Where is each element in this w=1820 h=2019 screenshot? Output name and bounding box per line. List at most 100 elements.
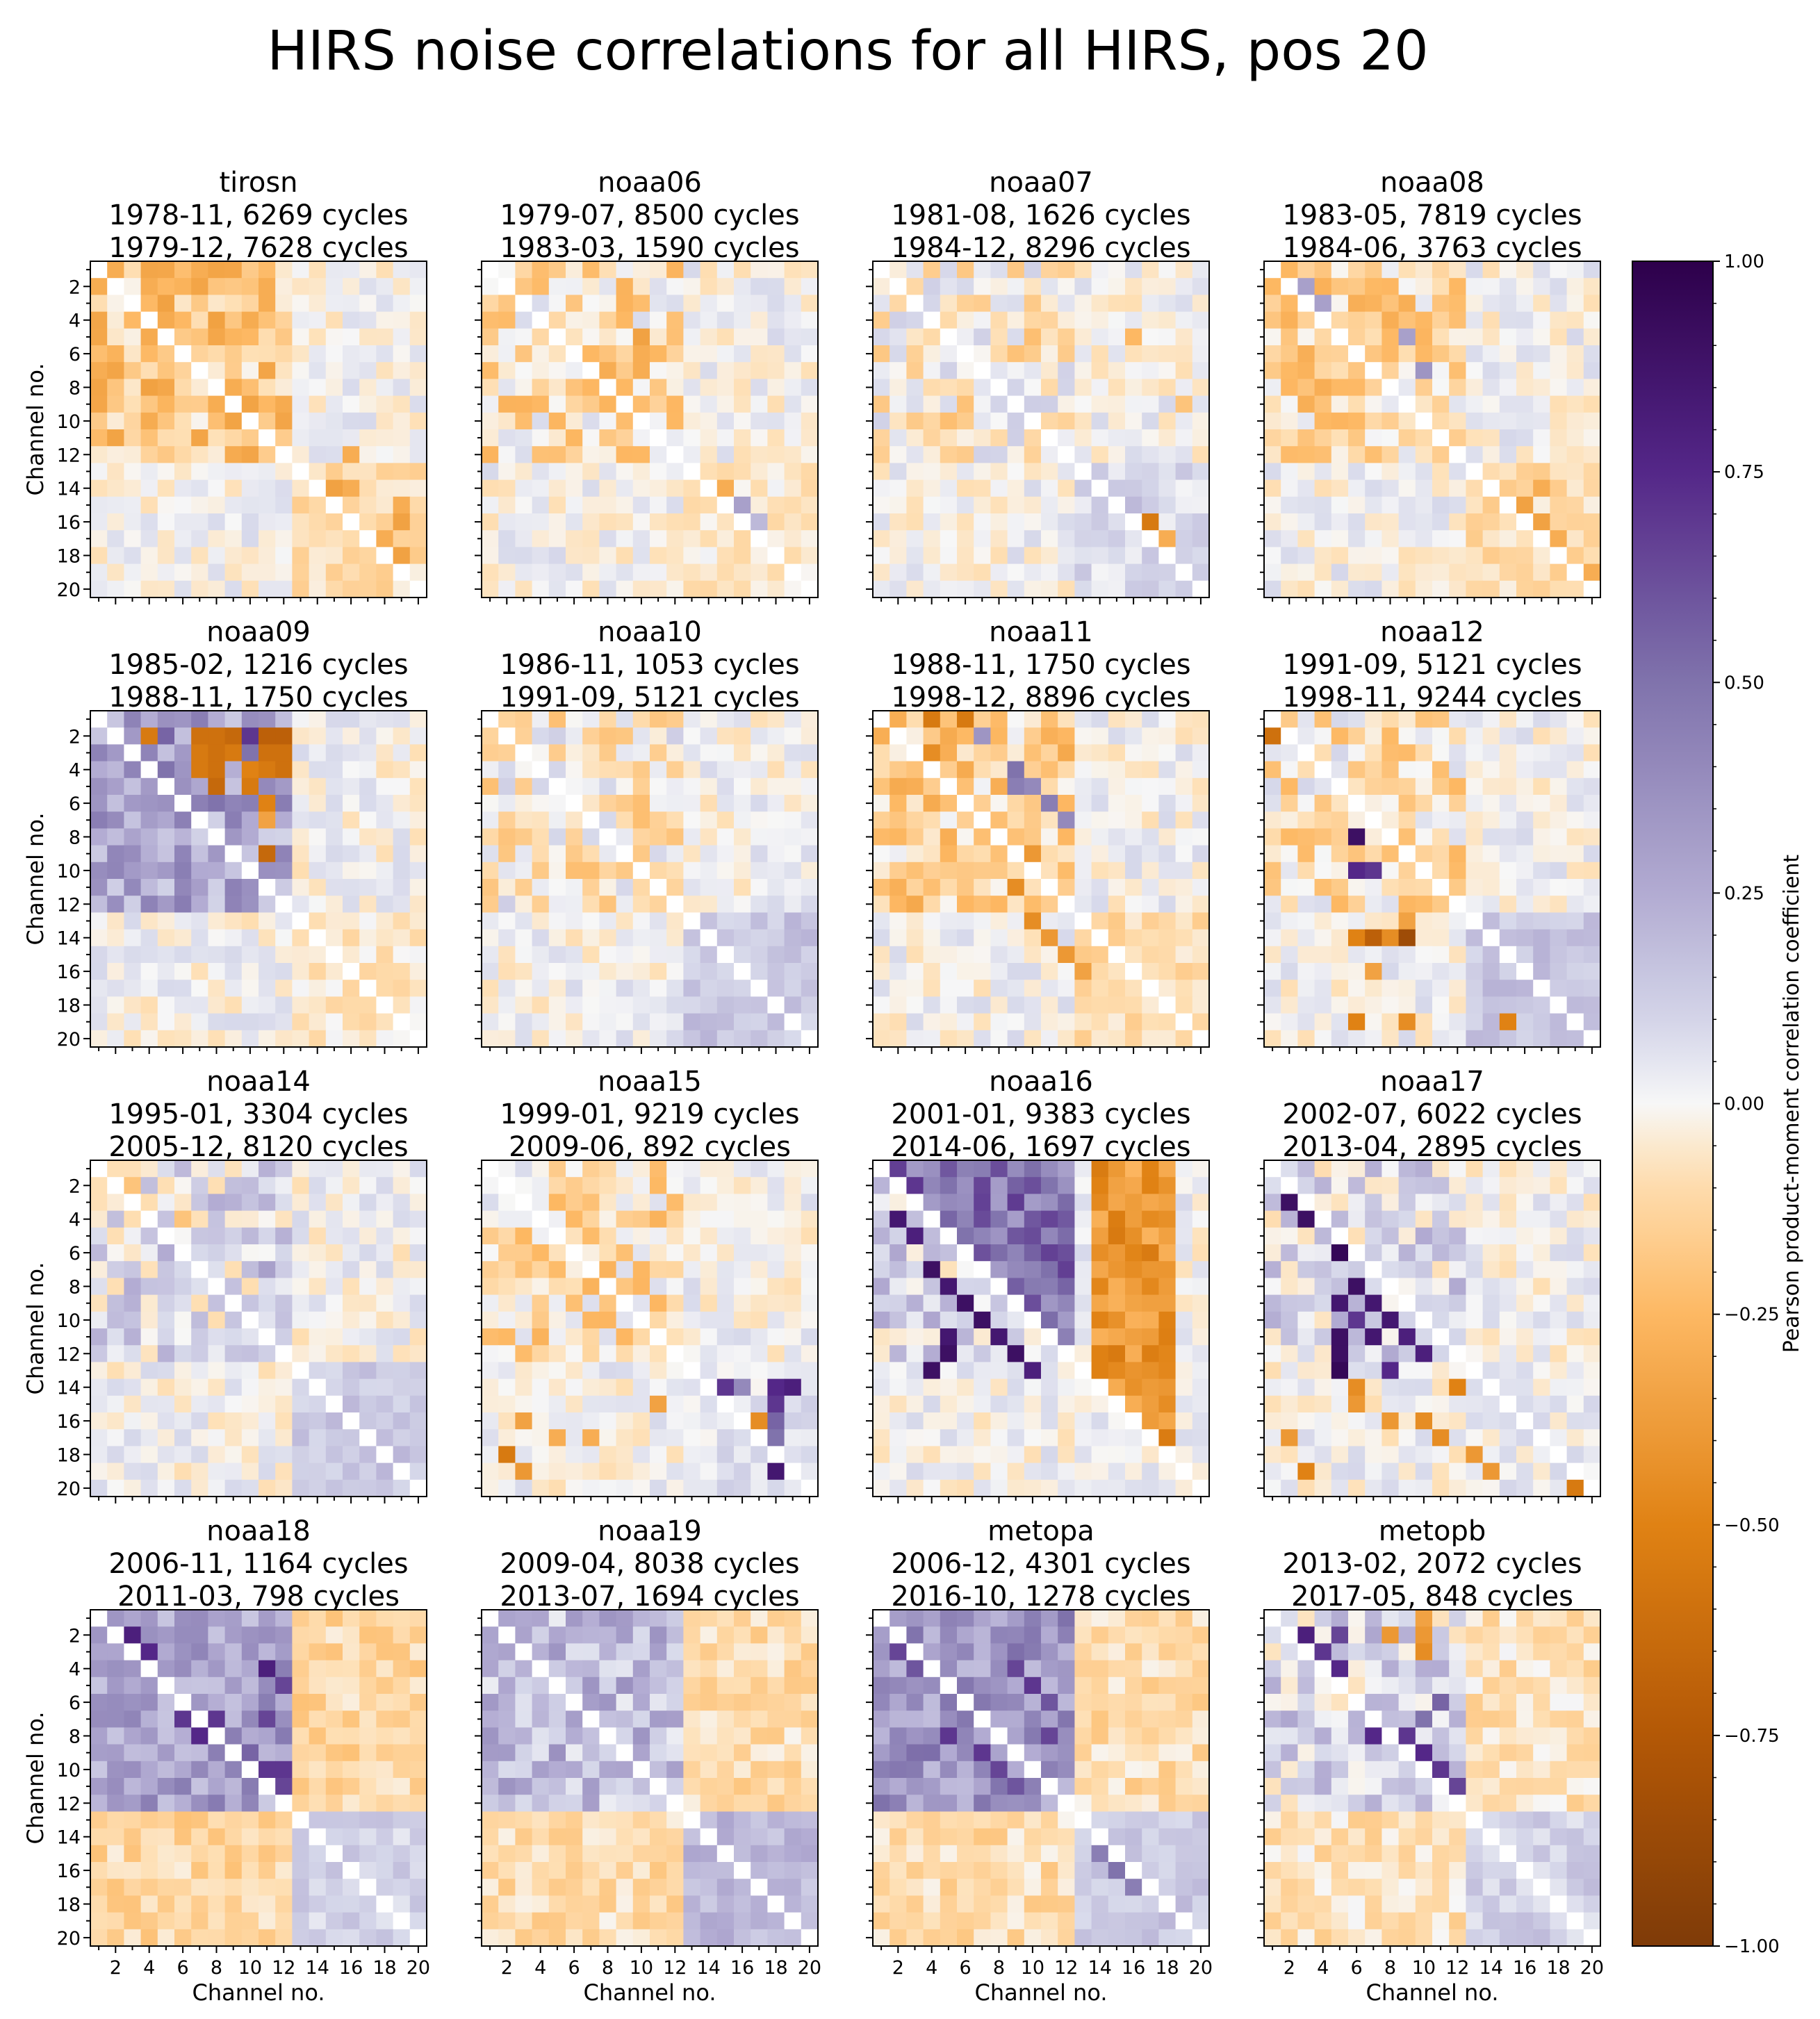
- heatmap-cell: [616, 1345, 634, 1362]
- heatmap-cell: [1499, 845, 1517, 863]
- y-tick-label: 18: [57, 1445, 81, 1467]
- heatmap-cell: [974, 996, 991, 1014]
- heatmap-cell: [532, 1160, 550, 1178]
- heatmap-cell: [325, 345, 343, 363]
- heatmap-cell: [1192, 1395, 1210, 1413]
- heatmap-cell: [990, 1446, 1008, 1464]
- heatmap-cell: [393, 711, 411, 728]
- heatmap-cell: [1499, 395, 1517, 413]
- heatmap-cell: [650, 777, 667, 796]
- heatmap-cell: [1281, 963, 1298, 980]
- heatmap-cell: [343, 727, 360, 745]
- heatmap-cell: [1125, 777, 1142, 796]
- heatmap-cell: [990, 761, 1008, 779]
- heatmap-cell: [700, 996, 718, 1014]
- panel-title-noaa11: noaa11: [989, 616, 1093, 648]
- heatmap-cell: [1007, 261, 1025, 279]
- heatmap-cell: [1007, 1013, 1025, 1031]
- heatmap-cell: [1331, 496, 1349, 514]
- heatmap-cell: [1058, 563, 1075, 582]
- heatmap-cell: [751, 1244, 768, 1262]
- heatmap-cell: [548, 1362, 566, 1380]
- heatmap-cell: [343, 1479, 360, 1497]
- heatmap-cell: [208, 1479, 226, 1497]
- heatmap-cell: [784, 1429, 802, 1447]
- heatmap-cell: [1466, 744, 1484, 762]
- heatmap-cell: [393, 1030, 411, 1048]
- heatmap-cell: [801, 996, 819, 1014]
- heatmap-cell: [1041, 278, 1058, 295]
- heatmap-cell: [784, 261, 802, 279]
- heatmap-cell: [1449, 1194, 1466, 1212]
- heatmap-cell: [224, 328, 243, 346]
- heatmap-cell: [309, 879, 327, 896]
- heatmap-cell: [90, 1278, 108, 1296]
- heatmap-cell: [107, 345, 124, 363]
- heatmap-cell: [650, 261, 667, 279]
- heatmap-cell: [224, 1030, 243, 1048]
- heatmap-cell: [1398, 1013, 1416, 1031]
- heatmap-cell: [767, 879, 785, 896]
- heatmap-cell: [208, 1294, 226, 1312]
- heatmap-cell: [259, 1294, 276, 1312]
- heatmap-cell: [1264, 845, 1281, 863]
- heatmap-cell: [515, 563, 533, 582]
- heatmap-cell: [1108, 845, 1126, 863]
- heatmap-cell: [1091, 1328, 1109, 1346]
- heatmap-cell: [1024, 563, 1042, 582]
- heatmap-cell: [1516, 446, 1534, 463]
- heatmap-cell: [1108, 496, 1126, 514]
- heatmap-cell: [1158, 996, 1177, 1014]
- heatmap-cell: [1415, 777, 1433, 796]
- heatmap-cell: [1108, 379, 1126, 397]
- heatmap-cell: [275, 463, 293, 481]
- heatmap-cell: [599, 463, 617, 481]
- heatmap-cell: [482, 1479, 499, 1497]
- heatmap-cell: [124, 261, 142, 279]
- heatmap-cell: [1058, 463, 1075, 481]
- heatmap-cell: [957, 463, 974, 481]
- heatmap-cell: [734, 1311, 751, 1329]
- heatmap-cell: [1041, 311, 1058, 329]
- heatmap-cell: [191, 845, 208, 863]
- heatmap-cell: [1175, 795, 1193, 812]
- heatmap-cell: [1108, 795, 1126, 812]
- heatmap-cell: [1297, 711, 1315, 728]
- heatmap-cell: [1583, 980, 1601, 997]
- heatmap-cell: [734, 1278, 751, 1296]
- heatmap-cell: [1091, 479, 1109, 497]
- panel-period-end: 1991-09, 5121 cycles: [500, 682, 799, 714]
- heatmap-cell: [409, 1210, 427, 1228]
- heatmap-cell: [157, 513, 175, 531]
- heatmap-cell: [174, 1160, 192, 1178]
- heatmap-cell: [359, 1160, 377, 1178]
- heatmap-cell: [191, 929, 208, 947]
- heatmap-cell: [140, 362, 158, 379]
- heatmap-cell: [409, 896, 427, 913]
- heatmap-cell: [241, 1278, 259, 1296]
- heatmap-cell: [482, 1446, 499, 1464]
- heatmap-cell: [275, 879, 293, 896]
- heatmap-cell: [632, 1294, 650, 1312]
- heatmap-cell: [784, 530, 802, 547]
- heatmap-cell: [1108, 963, 1126, 980]
- heatmap-cell: [683, 547, 701, 565]
- heatmap-cell: [1007, 1194, 1025, 1212]
- heatmap-cell: [767, 345, 785, 363]
- heatmap-cell: [906, 1479, 924, 1497]
- heatmap-cell: [1192, 811, 1210, 829]
- heatmap-cell: [1091, 345, 1109, 363]
- heatmap-cell: [873, 1244, 890, 1262]
- heatmap-cell: [1192, 912, 1210, 930]
- heatmap-cell: [1024, 744, 1042, 762]
- heatmap-cell: [1365, 429, 1382, 447]
- heatmap-cell: [376, 1362, 394, 1380]
- heatmap-cell: [376, 1210, 394, 1228]
- heatmap-cell: [292, 845, 310, 863]
- heatmap-cell: [157, 1412, 175, 1430]
- heatmap-cell: [1533, 328, 1550, 346]
- heatmap-cell: [716, 727, 735, 745]
- heatmap-cell: [482, 929, 499, 947]
- heatmap-cell: [1175, 547, 1193, 565]
- heatmap-cell: [1108, 1227, 1126, 1245]
